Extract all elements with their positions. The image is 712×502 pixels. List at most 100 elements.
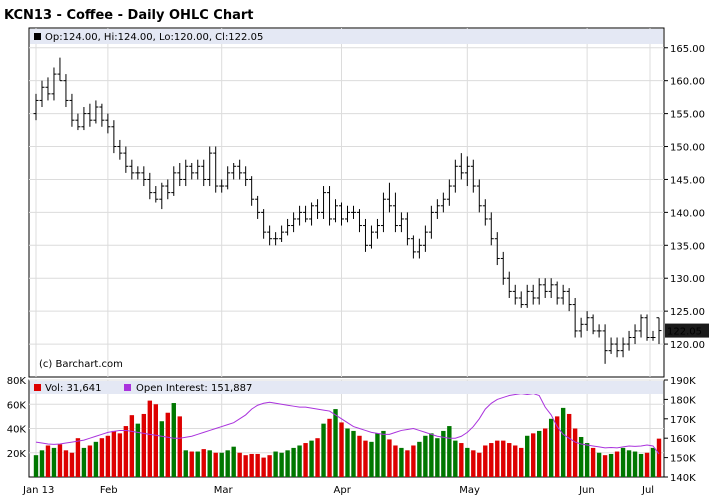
volume-bar [387,439,392,477]
volume-bar [632,451,638,477]
volume-bar [291,447,296,477]
volume-bar [273,451,278,477]
volume-bar [507,443,512,477]
x-tick-label: May [459,485,480,496]
volume-bar [638,453,644,477]
open-interest-tick-label: 170K [670,415,696,426]
volume-bar [572,428,578,477]
volume-bar [171,403,176,477]
volume-bar [159,421,164,477]
volume-bar [135,423,141,477]
volume-bar [369,441,374,477]
volume-bar [111,430,117,477]
price-tick-label: 165.00 [670,44,705,55]
price-tick-label: 155.00 [670,110,705,121]
volume-bar [321,423,326,477]
ohlc-info-text: Op:124.00, Hi:124.00, Lo:120.00, Cl:122.… [45,32,263,43]
x-tick-label: Jul [641,485,654,496]
volume-bar [459,443,464,477]
volume-bar [267,455,272,477]
volume-bar [399,447,404,477]
volume-bar [69,452,75,477]
volume-y-axis: 20K 40K 60K 80K [7,376,27,460]
volume-bar [201,449,206,477]
open-interest-tick-label: 160K [670,434,696,445]
x-tick-label: Apr [334,485,352,496]
x-tick-label: Mar [214,485,234,496]
volume-bar [153,404,158,477]
price-tick-label: 120.00 [670,340,705,351]
volume-bar [381,430,386,477]
volume-bar [417,441,422,477]
volume-bar [554,416,560,477]
volume-bar [177,416,182,477]
volume-bar [590,447,596,477]
volume-legend [30,381,663,394]
volume-bar [105,435,111,477]
price-tick-label: 140.00 [670,208,705,219]
price-y-axis: 120.00 125.00 130.00 135.00 140.00 145.00 150.… [664,44,705,351]
last-price-label: 122.05 [667,327,702,338]
volume-bar [261,457,266,477]
volume-bar [429,433,434,477]
volume-bar [602,455,608,477]
volume-bar [363,440,368,477]
last-price-bg [665,323,709,338]
open-interest-line [35,393,660,455]
open-interest-legend-text: Open Interest: 151,887 [136,383,252,394]
volume-bar [81,447,87,477]
volume-bar [423,435,428,477]
price-tick-label: 130.00 [670,274,705,285]
price-tick-label: 150.00 [670,143,705,154]
volume-bar [578,436,584,477]
volume-bar [566,413,572,477]
volume-bar [279,452,284,477]
price-plot-area [28,27,665,378]
volume-bar [183,450,188,477]
price-tick-label: 160.00 [670,77,705,88]
volume-bar [584,443,590,477]
volume-bar [357,435,362,477]
volume-bar [375,433,380,477]
volume-bar [339,422,344,477]
open-interest-tick-label: 140K [670,473,696,484]
ohlc-series [33,57,662,364]
volume-bar [333,409,338,477]
volume-legend-swatch [34,384,41,391]
volume-tick-label: 40K [7,425,27,436]
volume-bar [465,447,470,477]
volume-bar [471,450,476,477]
volume-bar [345,428,350,477]
open-interest-tick-label: 190K [670,376,696,387]
volume-legend-text: Vol: 31,641 [45,383,102,394]
volume-bar [219,452,224,477]
volume-bar [525,435,530,477]
x-axis: Jan 13 Feb Mar Apr May Jun Jul [22,485,654,496]
volume-series [33,400,662,477]
volume-bar [315,438,320,477]
volume-bar [542,428,548,477]
volume-bar [87,445,93,477]
volume-bar [297,445,302,477]
volume-bar [405,450,410,477]
volume-bar [489,443,494,477]
volume-panel: 20K 40K 60K 80K 140K 150K 160K 170K 180K 190K Vo… [7,376,696,484]
price-tick-label: 135.00 [670,241,705,252]
volume-bar [351,430,356,477]
volume-bar [99,438,105,477]
volume-bar [303,443,308,477]
volume-bar [117,433,123,477]
price-tick-label: 145.00 [670,175,705,186]
volume-bar [596,452,602,477]
volume-bar [231,446,236,477]
volume-bar [63,450,69,477]
volume-bar [519,447,524,477]
volume-bar [435,438,440,477]
copyright-text: (c) Barchart.com [39,359,123,370]
volume-bar [495,440,500,477]
volume-bar [33,455,39,477]
price-panel: 120.00 125.00 130.00 135.00 140.00 145.00 150.… [28,27,709,378]
volume-bar [165,412,170,477]
volume-bar [123,426,129,477]
